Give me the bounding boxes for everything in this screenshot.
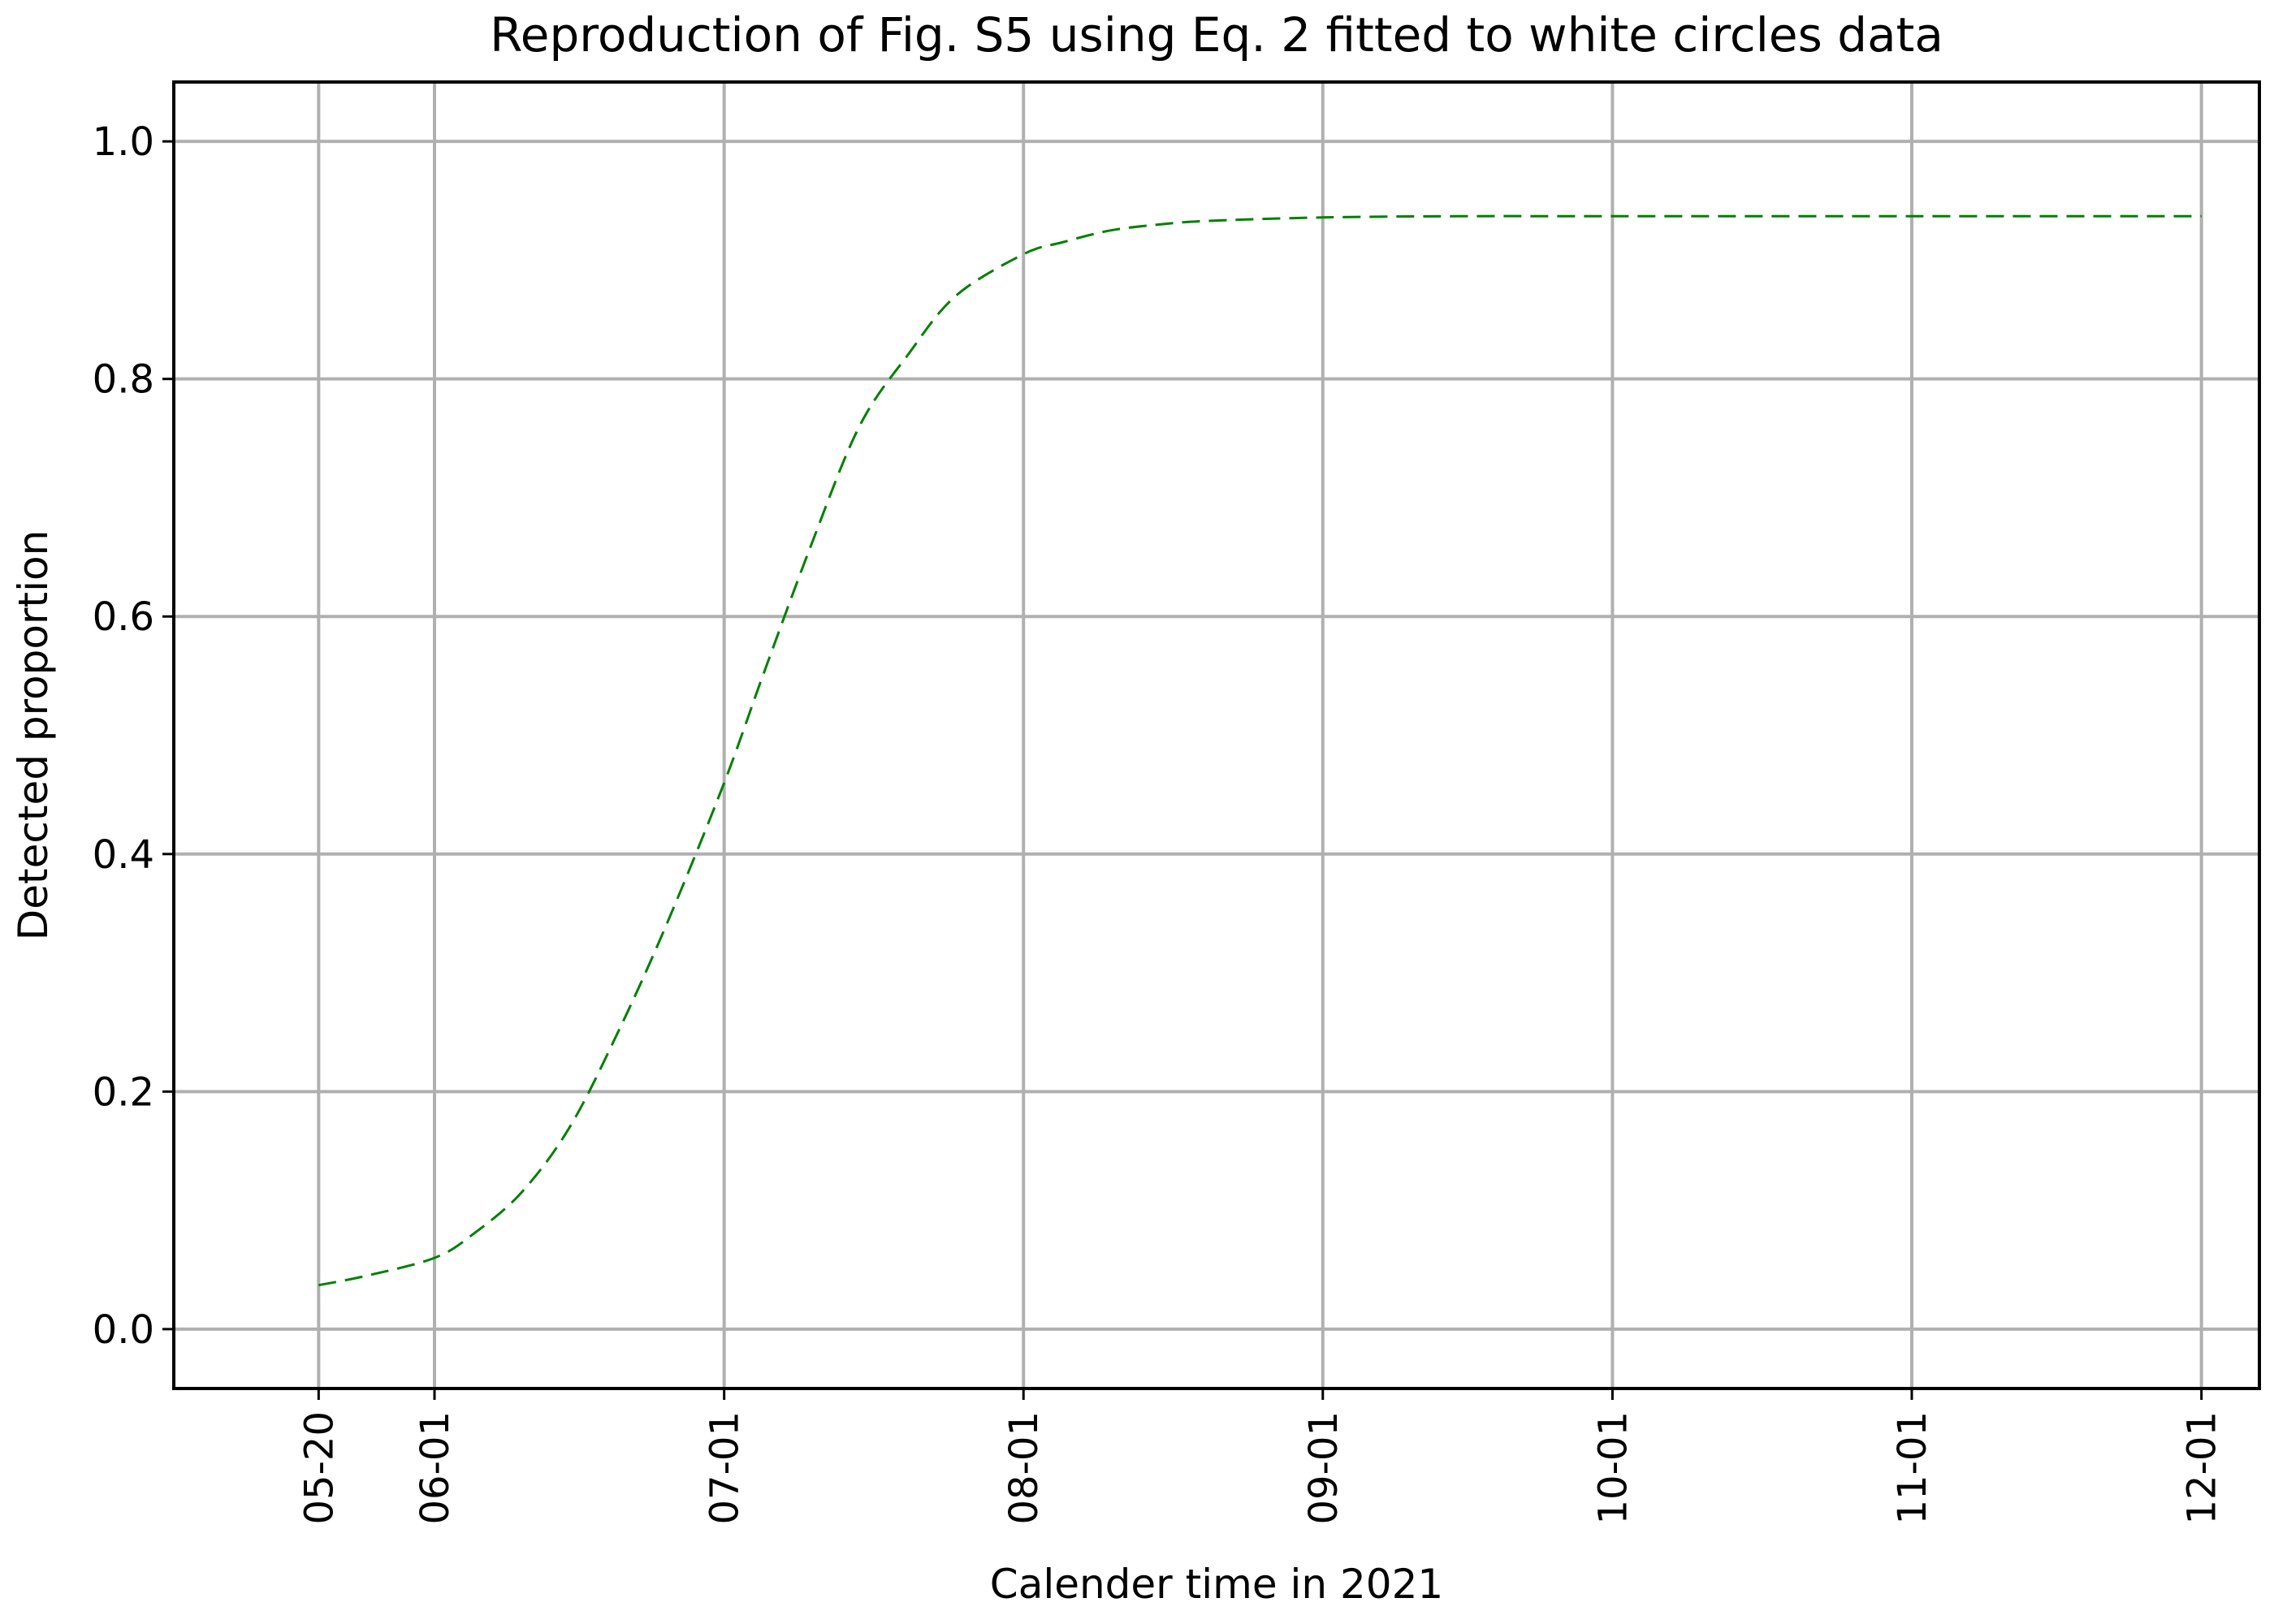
x-tick-label: 12-01 [2180, 1411, 2225, 1524]
y-tick-label: 0.2 [93, 1069, 154, 1115]
x-tick-label: 10-01 [1590, 1411, 1636, 1524]
axis-ticks [162, 140, 2203, 1400]
x-tick-label: 06-01 [413, 1411, 458, 1524]
grid-lines [174, 82, 2259, 1389]
plot-area-frame [172, 80, 2261, 1390]
x-tick-label: 11-01 [1890, 1411, 1935, 1524]
y-tick-label: 1.0 [93, 119, 154, 165]
x-axis-label: Calender time in 2021 [990, 1561, 1443, 1608]
y-tick-label: 0.6 [93, 594, 154, 640]
series-layer [318, 214, 2202, 1287]
chart-title: Reproduction of Fig. S5 using Eq. 2 fitt… [490, 7, 1943, 63]
y-axis-label: Detected proportion [10, 530, 57, 941]
y-tick-label: 0.4 [93, 832, 154, 878]
x-tick-label: 07-01 [703, 1411, 748, 1524]
series-line [318, 214, 2202, 1287]
y-tick-label: 0.8 [93, 357, 154, 403]
x-tick-label: 05-20 [296, 1411, 342, 1524]
x-tick-label: 08-01 [1001, 1411, 1047, 1524]
tick-labels: 0.0 0.2 0.4 0.6 0.8 1.0 05-20 06-01 07-01 08-01 09… [93, 119, 2225, 1524]
y-tick-label: 0.0 [93, 1307, 154, 1353]
x-tick-label: 09-01 [1301, 1411, 1347, 1524]
